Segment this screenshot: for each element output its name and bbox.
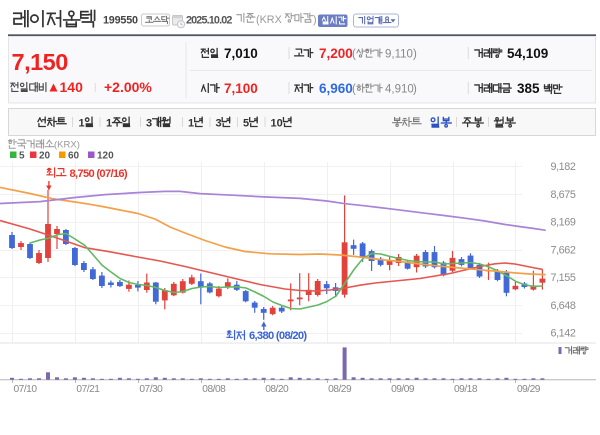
svg-text:09/29: 09/29: [517, 384, 541, 395]
svg-text:7,010: 7,010: [224, 46, 258, 61]
svg-text:6,142: 6,142: [550, 328, 575, 340]
svg-text:7,662: 7,662: [550, 244, 575, 256]
svg-text:140: 140: [60, 79, 84, 95]
svg-text:10: 10: [271, 118, 283, 130]
svg-text:3: 3: [216, 118, 222, 130]
svg-text:09/18: 09/18: [454, 384, 478, 395]
svg-text:5: 5: [19, 151, 25, 162]
svg-text:08/29: 08/29: [328, 384, 352, 395]
svg-text:): ): [413, 49, 417, 61]
svg-text:4,910: 4,910: [385, 84, 414, 96]
svg-text:385: 385: [517, 81, 540, 96]
svg-text:8,169: 8,169: [550, 217, 575, 229]
svg-text:120: 120: [97, 151, 114, 162]
svg-text:54,109: 54,109: [507, 46, 548, 61]
svg-text:20: 20: [39, 151, 51, 162]
svg-text:9,182: 9,182: [550, 161, 575, 173]
svg-text:(: (: [352, 84, 356, 96]
svg-text:07/21: 07/21: [76, 384, 100, 395]
svg-text:): ): [413, 84, 417, 96]
svg-text:9,110: 9,110: [385, 49, 413, 61]
svg-text:3: 3: [146, 118, 152, 130]
svg-text:07/10: 07/10: [14, 384, 38, 395]
svg-text:6,648: 6,648: [550, 300, 575, 312]
svg-text:08/08: 08/08: [202, 384, 226, 395]
svg-text:08/20: 08/20: [265, 384, 289, 395]
svg-text:): ): [313, 14, 317, 26]
svg-text:09/09: 09/09: [391, 384, 415, 395]
svg-text:5: 5: [243, 118, 249, 130]
svg-text:+2.00%: +2.00%: [104, 79, 152, 95]
svg-text:(KRX): (KRX): [54, 140, 80, 151]
svg-text:6,960: 6,960: [319, 81, 353, 96]
svg-text:1: 1: [188, 118, 194, 130]
svg-text:7,150: 7,150: [12, 49, 69, 75]
svg-text:8,750 (07/16): 8,750 (07/16): [70, 168, 128, 180]
svg-text:1: 1: [106, 118, 112, 130]
svg-text:8,675: 8,675: [550, 189, 575, 201]
svg-text:07/30: 07/30: [139, 384, 163, 395]
svg-text:6,380 (08/20): 6,380 (08/20): [249, 330, 307, 342]
svg-text:2025.10.02: 2025.10.02: [186, 15, 232, 27]
svg-text:7,200: 7,200: [319, 46, 353, 61]
svg-text:199550: 199550: [103, 15, 138, 27]
svg-text:(KRX: (KRX: [256, 14, 282, 26]
svg-text:1: 1: [79, 118, 85, 130]
svg-text:(: (: [352, 49, 356, 61]
svg-text:7,155: 7,155: [550, 272, 575, 284]
svg-text:60: 60: [68, 151, 80, 162]
svg-text:7,100: 7,100: [224, 81, 258, 96]
